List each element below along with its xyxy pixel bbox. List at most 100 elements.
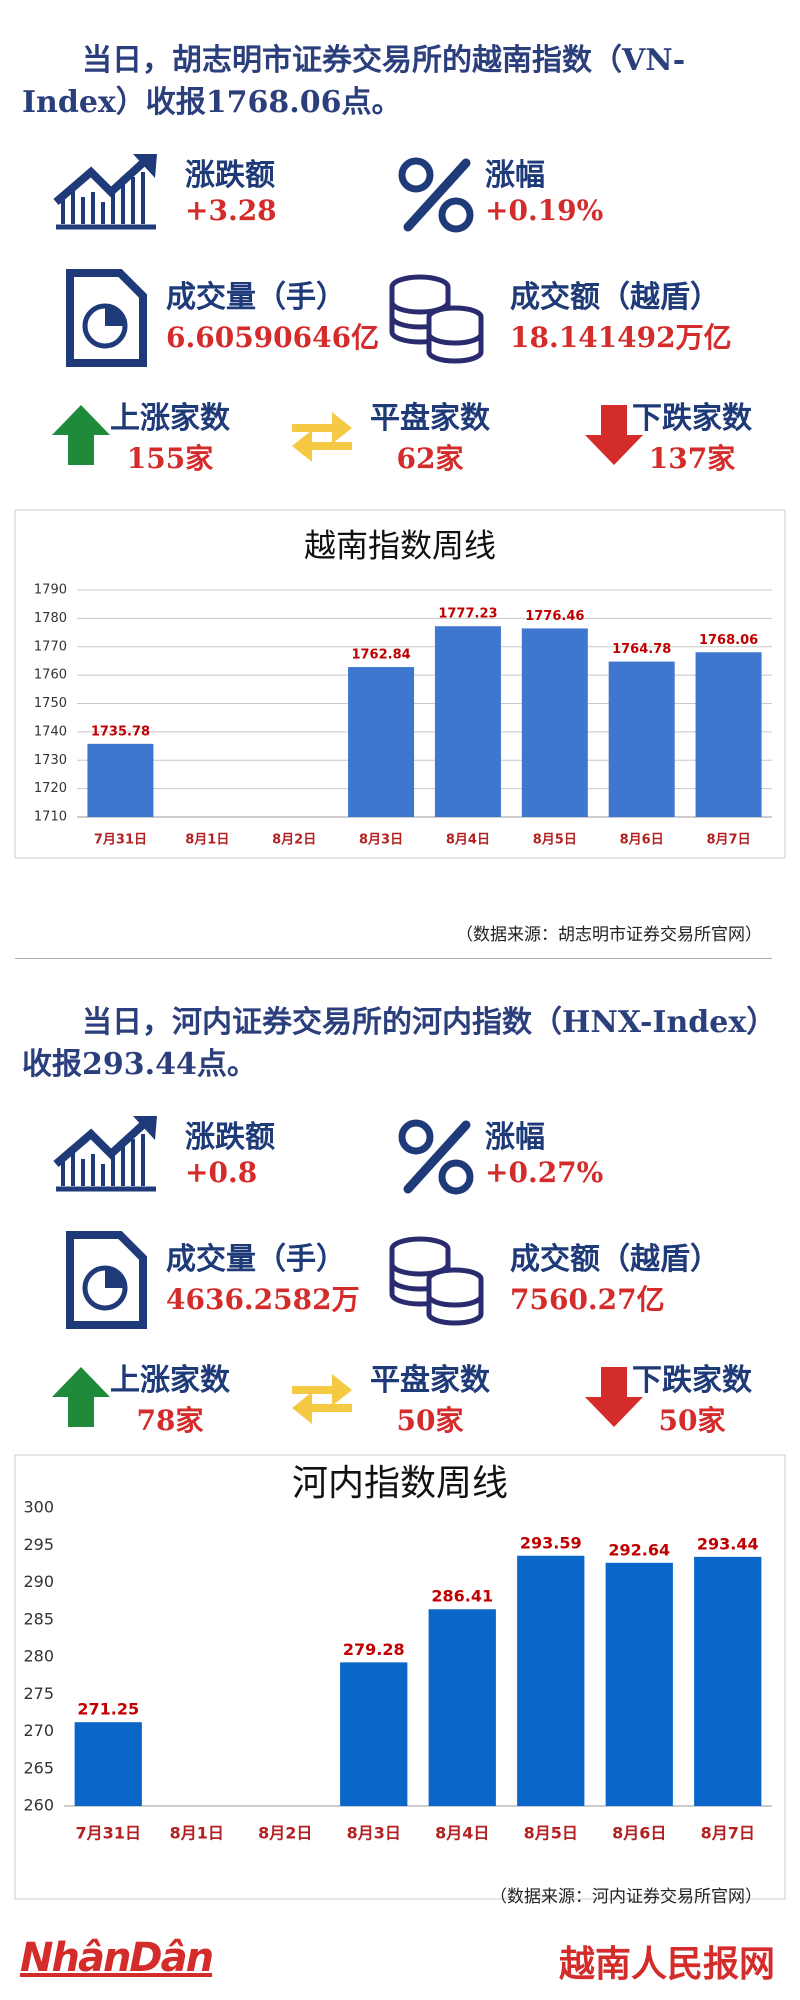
y-tick-label: 260 bbox=[23, 1796, 54, 1815]
x-tick-label: 8月6日 bbox=[612, 1824, 666, 1843]
x-tick-label: 8月5日 bbox=[524, 1824, 578, 1843]
stat: 成交额（越盾） 7560.27亿 bbox=[510, 1234, 720, 1318]
stat: 涨幅 +0.27% bbox=[485, 1112, 603, 1189]
bar bbox=[87, 743, 154, 817]
stat-icon bbox=[396, 1117, 480, 1201]
stat: 成交量（手） 4636.2582万 bbox=[166, 1234, 360, 1318]
stat: 平盘家数 50家 bbox=[370, 1355, 490, 1439]
y-tick-label: 290 bbox=[23, 1572, 54, 1591]
stat-icon bbox=[292, 1374, 352, 1424]
stat: 上涨家数 155家 bbox=[110, 393, 230, 477]
y-tick-label: 270 bbox=[23, 1721, 54, 1740]
stat-value: +3.28 bbox=[185, 194, 277, 227]
data-label: 1776.46 bbox=[525, 609, 584, 624]
data-label: 293.59 bbox=[520, 1533, 582, 1552]
y-tick-label: 265 bbox=[23, 1758, 54, 1777]
y-tick-label: 1790 bbox=[34, 583, 67, 598]
stat-value: 62家 bbox=[396, 442, 464, 475]
stat-value: +0.8 bbox=[185, 1156, 258, 1189]
stat-icon bbox=[385, 1234, 485, 1326]
data-label: 292.64 bbox=[608, 1540, 670, 1559]
stat-icon bbox=[52, 405, 110, 465]
stat: 涨跌额 +0.8 bbox=[185, 1112, 275, 1189]
stat-value: 155家 bbox=[126, 442, 214, 475]
stat-value: 50家 bbox=[396, 1404, 464, 1437]
x-tick-label: 8月2日 bbox=[258, 1824, 312, 1843]
y-tick-label: 1740 bbox=[34, 724, 67, 739]
y-tick-label: 1760 bbox=[34, 668, 67, 683]
stat-label: 涨跌额 bbox=[185, 158, 275, 193]
data-label: 279.28 bbox=[343, 1640, 405, 1659]
stat-label: 平盘家数 bbox=[370, 1363, 490, 1398]
stat-icon bbox=[65, 268, 149, 370]
stat-label: 成交量（手） bbox=[166, 1242, 346, 1277]
stat-value: 4636.2582万 bbox=[166, 1283, 360, 1316]
bar bbox=[517, 1555, 585, 1806]
x-tick-label: 8月2日 bbox=[272, 833, 316, 848]
stat-value: 78家 bbox=[136, 1404, 204, 1437]
logo: NhânDân bbox=[20, 1935, 214, 1981]
bar bbox=[74, 1722, 142, 1806]
bar bbox=[348, 667, 415, 817]
data-label: 1762.84 bbox=[351, 648, 410, 663]
chart-title: 越南指数周线 bbox=[304, 527, 496, 565]
site-name: 越南人民报网 bbox=[558, 1943, 775, 1985]
stat-label: 上涨家数 bbox=[110, 1363, 230, 1398]
stat-label: 上涨家数 bbox=[110, 401, 230, 436]
bar bbox=[608, 661, 675, 817]
x-tick-label: 8月6日 bbox=[620, 833, 664, 848]
section: 当日，河内证券交易所的河内指数（HNX-Index）收报293.44点。涨跌额 +… bbox=[0, 962, 800, 1922]
y-tick-label: 1720 bbox=[34, 781, 67, 796]
y-tick-label: 280 bbox=[23, 1647, 54, 1666]
stat-value: 6.60590646亿 bbox=[166, 321, 380, 354]
bar bbox=[340, 1662, 408, 1806]
divider bbox=[15, 958, 772, 959]
stat-icon bbox=[52, 1367, 110, 1427]
stat-value: 7560.27亿 bbox=[510, 1283, 665, 1316]
headline: 当日，胡志明市证券交易所的越南指数（VN-Index）收报1768.06点。 bbox=[22, 43, 686, 120]
headline: 当日，河内证券交易所的河内指数（HNX-Index）收报293.44点。 bbox=[22, 1005, 777, 1082]
chart-title: 河内指数周线 bbox=[292, 1463, 508, 1504]
y-tick-label: 1710 bbox=[34, 810, 67, 825]
data-label: 1735.78 bbox=[91, 724, 150, 739]
source: （数据来源：胡志明市证券交易所官网） bbox=[456, 925, 762, 945]
x-tick-label: 8月7日 bbox=[701, 1824, 755, 1843]
data-label: 1768.06 bbox=[699, 633, 758, 648]
stat-label: 成交额（越盾） bbox=[510, 1242, 720, 1277]
x-tick-label: 7月31日 bbox=[94, 833, 147, 848]
x-tick-label: 7月31日 bbox=[76, 1824, 141, 1843]
stat-label: 平盘家数 bbox=[370, 401, 490, 436]
y-tick-label: 1780 bbox=[34, 611, 67, 626]
stat-icon bbox=[385, 272, 485, 364]
stat-label: 涨幅 bbox=[485, 1120, 545, 1155]
stat-icon bbox=[65, 1230, 149, 1332]
data-label: 293.44 bbox=[697, 1534, 759, 1553]
data-label: 271.25 bbox=[77, 1700, 139, 1719]
data-label: 1777.23 bbox=[438, 607, 497, 622]
stat-value: 50家 bbox=[658, 1404, 726, 1437]
stat: 成交额（越盾） 18.141492万亿 bbox=[510, 272, 732, 356]
x-tick-label: 8月3日 bbox=[359, 833, 403, 848]
y-tick-label: 295 bbox=[23, 1535, 54, 1554]
bar bbox=[434, 626, 501, 817]
bar bbox=[428, 1609, 496, 1806]
stat: 涨跌额 +3.28 bbox=[185, 150, 277, 227]
stat-value: +0.19% bbox=[485, 194, 604, 227]
stat-value: +0.27% bbox=[485, 1156, 604, 1189]
x-tick-label: 8月1日 bbox=[185, 833, 229, 848]
stat-icon bbox=[292, 412, 352, 462]
x-tick-label: 8月7日 bbox=[707, 833, 751, 848]
stat-value: 137家 bbox=[648, 442, 736, 475]
stat: 上涨家数 78家 bbox=[110, 1355, 230, 1439]
y-tick-label: 1730 bbox=[34, 753, 67, 768]
stat-icon bbox=[51, 1114, 161, 1196]
source: （数据来源：河内证券交易所官网） bbox=[490, 1887, 762, 1907]
stat-value: 18.141492万亿 bbox=[510, 321, 732, 354]
bar bbox=[605, 1562, 673, 1806]
bar bbox=[695, 652, 762, 817]
stat-icon bbox=[396, 155, 480, 239]
stat-label: 下跌家数 bbox=[632, 401, 752, 436]
x-tick-label: 8月4日 bbox=[446, 833, 490, 848]
y-tick-label: 1750 bbox=[34, 696, 67, 711]
